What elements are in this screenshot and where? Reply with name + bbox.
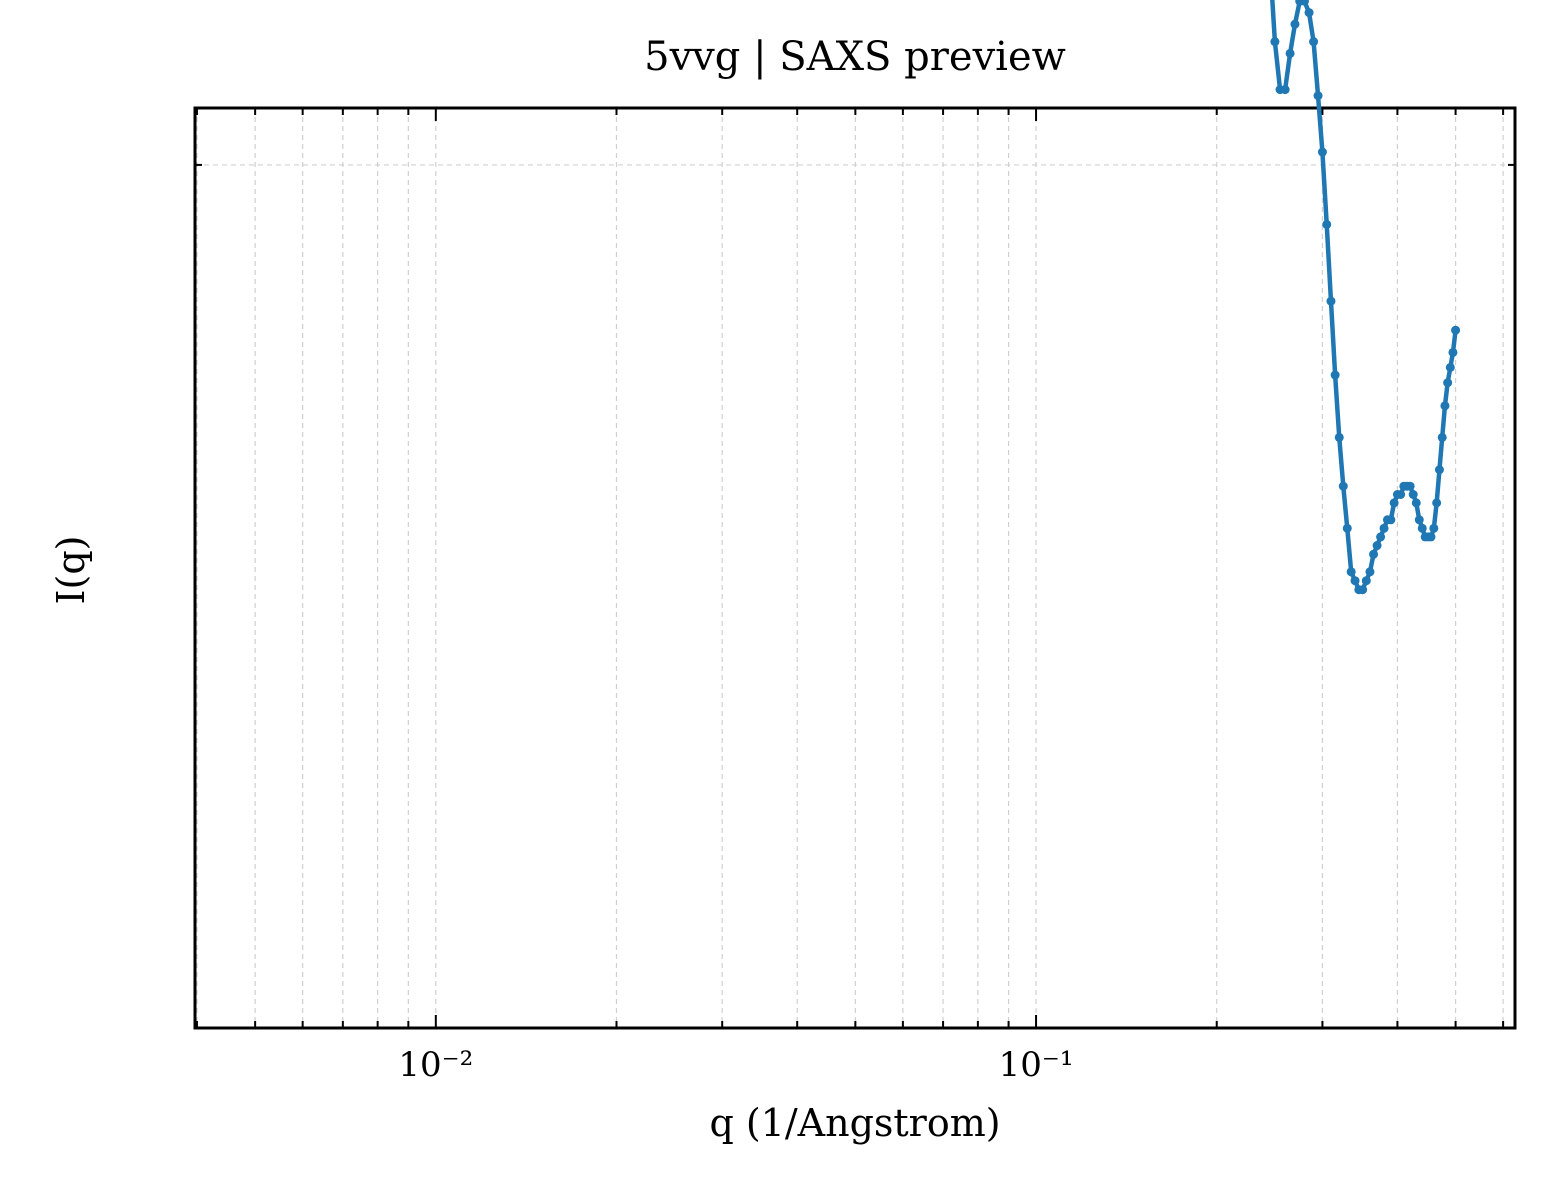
data-point (1290, 19, 1300, 29)
data-point (1389, 498, 1399, 508)
data-point (1411, 498, 1421, 508)
data-point (1432, 498, 1442, 508)
data-point (1350, 576, 1360, 586)
y-axis-label: I(q) (49, 536, 93, 605)
data-point (1437, 432, 1447, 442)
x-tick-label: 10⁻² (398, 1045, 473, 1085)
data-point (1346, 567, 1356, 577)
data-point (1342, 523, 1352, 533)
data-point (1379, 523, 1389, 533)
data-point (1270, 37, 1280, 47)
data-point (1372, 541, 1382, 551)
x-tick-label: 10⁻¹ (999, 1045, 1074, 1085)
data-point (1408, 490, 1418, 500)
data-point (1326, 296, 1336, 306)
data-point (1445, 362, 1455, 372)
data-point (1386, 515, 1396, 525)
data-point (1365, 567, 1375, 577)
data-point (1405, 481, 1415, 491)
data-point (1426, 532, 1436, 542)
data-point (1434, 465, 1444, 475)
data-point (1369, 549, 1379, 559)
data-point (1443, 378, 1453, 388)
data-point (1361, 576, 1371, 586)
data-point (1313, 91, 1323, 101)
data-point (1280, 85, 1290, 95)
data-point (1396, 490, 1406, 500)
data-point (1338, 481, 1348, 491)
data-point (1309, 37, 1319, 47)
data-point (1417, 523, 1427, 533)
data-point (1376, 532, 1386, 542)
data-point (1317, 147, 1327, 157)
data-point (1440, 401, 1450, 411)
data-point (1330, 370, 1340, 380)
data-point (1285, 48, 1295, 58)
plot-frame (193, 106, 1517, 1030)
data-point (1358, 585, 1368, 595)
data-point (1448, 347, 1458, 357)
data-point (1429, 523, 1439, 533)
chart-title: 5vvg | SAXS preview (644, 34, 1066, 80)
data-point (1414, 515, 1424, 525)
x-axis-label: q (1/Angstrom) (709, 1101, 1000, 1145)
data-point (1334, 432, 1344, 442)
data-point (1322, 219, 1332, 229)
data-point (1451, 325, 1461, 335)
data-point (1299, 0, 1309, 6)
data-point (1304, 8, 1314, 18)
